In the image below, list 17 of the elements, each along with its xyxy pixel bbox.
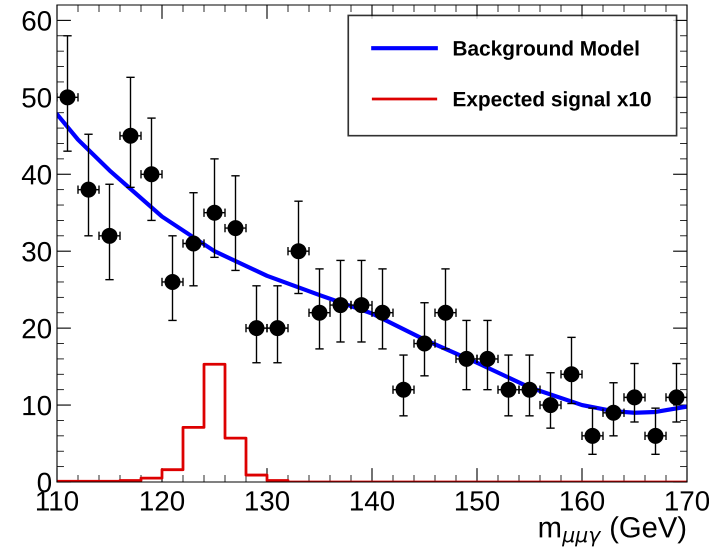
y-tick-label: 60 <box>22 11 52 31</box>
x-tick-label: 130 <box>246 491 290 511</box>
x-axis-title: m$_{μμγ}$ (GeV) <box>540 516 686 546</box>
x-tick-label: 170 <box>666 491 709 511</box>
legend-label: Background Model <box>454 40 638 60</box>
y-tick-label: 10 <box>23 396 52 416</box>
y-tick-label: 20 <box>22 318 52 338</box>
x-tick-label: 150 <box>456 491 500 511</box>
y-tick-label: 0 <box>38 472 52 492</box>
legend-label: Expected signal x10 <box>454 91 651 111</box>
y-tick-label: 40 <box>22 164 52 185</box>
x-tick-label: 140 <box>350 491 394 511</box>
x-tick-label: 110 <box>36 491 78 511</box>
x-tick-label: 120 <box>140 491 184 511</box>
y-tick-label: 50 <box>22 88 52 108</box>
y-tick-label: 30 <box>22 242 52 262</box>
x-tick-label: 160 <box>560 491 604 511</box>
